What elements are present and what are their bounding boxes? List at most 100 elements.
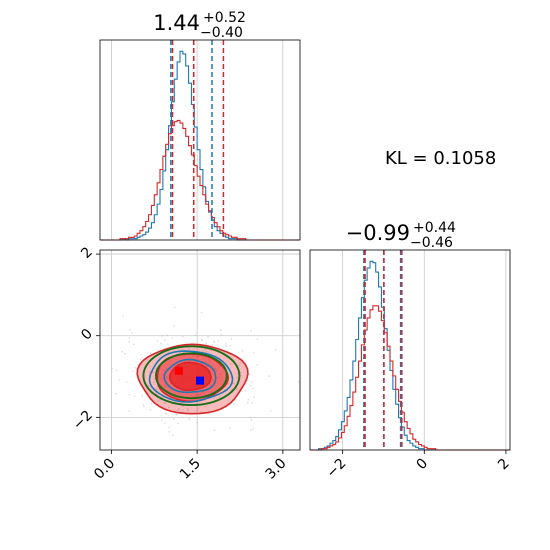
scatter-point [251,381,253,383]
scatter-point [176,409,179,411]
marginal-histogram-param-1: 1.44 +0.52 −0.40 [99,10,301,241]
scatter-point [132,343,135,346]
scatter-point [268,375,270,377]
scatter-point [256,364,259,366]
scatter-point [161,396,163,398]
joint-contour-panel: 0.0 1.5 3.0 −2 0 2 [70,244,301,483]
scatter-point [220,329,222,332]
joint-contours [136,343,249,415]
right-axes-frame [309,249,511,451]
scatter-point [164,402,167,405]
scatter-point [194,334,197,337]
scatter-point [238,364,240,367]
y-tick-label: 2 [78,244,96,262]
scatter-point [163,422,166,424]
scatter-point [165,413,168,415]
scatter-point [205,351,208,353]
scatter-point [181,335,184,338]
scatter-point [156,388,159,390]
joint-x-ticks: 0.0 1.5 3.0 [91,450,290,483]
scatter-point [168,426,170,429]
scatter-point [125,381,128,383]
scatter-point [128,337,131,339]
scatter-point [175,413,177,416]
x-tick-label: 3.0 [263,456,290,483]
histogram-series-2 [100,119,300,241]
histogram-series-2 [310,305,510,451]
scatter-point [236,376,238,379]
scatter-point [171,337,174,339]
scatter-point [233,403,235,406]
posterior-a-contour-1 [148,350,234,403]
scatter-point [213,429,216,432]
scatter-point [161,419,163,421]
scatter-point [205,342,207,344]
scatter-point [251,402,253,405]
scatter-point [164,339,166,341]
scatter-point [156,340,159,342]
scatter-point [168,430,171,433]
scatter-point [252,428,255,430]
scatter-point [150,352,152,354]
kl-divergence-label: KL = 0.1058 [385,148,496,169]
scatter-point [247,398,250,401]
scatter-point [244,389,246,392]
scatter-point [188,348,190,350]
scatter-point [188,418,191,421]
histogram-series-1 [100,50,300,241]
scatter-point [166,343,169,345]
scatter-point [211,344,214,346]
right-title-value: −0.99 [346,221,410,245]
scatter-point [160,342,162,345]
scatter-point [210,349,213,352]
scatter-point [228,382,230,385]
scatter-point [163,402,165,404]
truth-point-2 [174,366,183,375]
scatter-point [149,408,152,411]
scatter-point [201,339,203,341]
x-tick-label: 1.5 [177,456,204,483]
scatter-point [187,410,189,412]
scatter-point [230,389,233,391]
top-quantile-lines [170,40,225,240]
scatter-point [142,405,145,408]
scatter-point [173,418,175,420]
scatter-point [196,421,199,424]
right-quantile-lines [363,250,403,450]
scatter-point [118,379,120,381]
x-tick-label: 2 [495,456,513,474]
posterior-b-contour-core [168,361,212,392]
scatter-point [218,396,221,398]
scatter-point [249,416,252,419]
truth-point-1 [196,376,204,385]
scatter-point [186,407,189,410]
joint-y-ticks: −2 0 2 [70,244,100,433]
scatter-point [204,405,206,408]
joint-axes-frame [99,249,301,451]
scatter-point [223,351,226,354]
scatter-point [200,311,203,314]
marginal-histogram-param-2: −2 0 2 −0.99 +0.44 −0.46 [309,220,513,481]
posterior-a-contour-2 [163,358,217,394]
scatter-point [142,403,145,406]
scatter-point [204,399,206,402]
scatter-point [248,373,251,376]
scatter-point [217,340,219,342]
scatter-point [202,350,204,352]
scatter-point [173,325,175,327]
scatter-point [229,345,231,347]
x-tick-label: 0.0 [91,456,118,483]
scatter-point [131,332,133,334]
scatter-point [172,434,174,437]
scatter-point [241,350,244,352]
scatter-point [225,345,227,347]
scatter-point [297,381,300,384]
right-title-lower: −0.46 [410,235,453,251]
scatter-point [269,410,272,412]
scatter-point [134,366,136,369]
scatter-point [233,382,235,385]
scatter-point [124,352,126,355]
scatter-point [204,348,207,351]
scatter-point [274,348,277,351]
